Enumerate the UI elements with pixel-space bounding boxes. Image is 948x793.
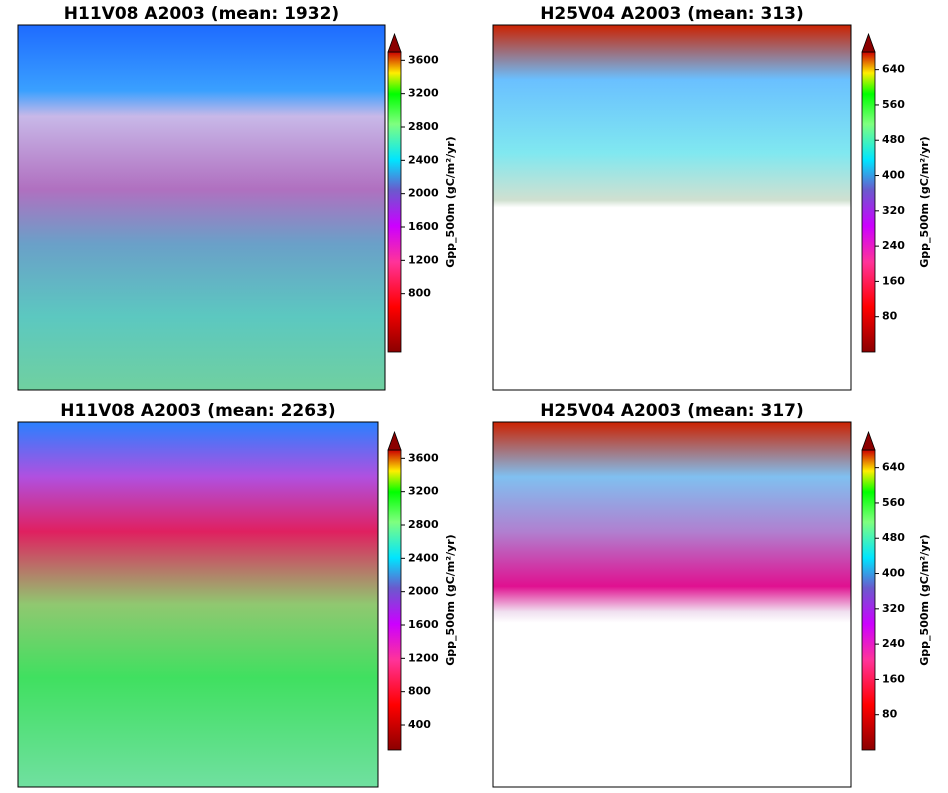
colorbar-label: Gpp_500m (gC/m²/yr) [918, 136, 931, 267]
colorbar-tick-label: 80 [882, 310, 898, 323]
colorbar-extend [862, 432, 875, 450]
colorbar [862, 450, 875, 750]
colorbar-tick-label: 3600 [408, 451, 439, 464]
colorbar-extend [388, 432, 401, 450]
colorbar-tick-label: 2800 [408, 518, 439, 531]
colorbar-tick-label: 400 [408, 718, 431, 731]
colorbar [388, 450, 401, 750]
colorbar-tick-label: 2400 [408, 153, 439, 166]
colorbar-tick-label: 560 [882, 98, 905, 111]
colorbar-tick-label: 3200 [408, 485, 439, 498]
colorbar-tick-label: 640 [882, 63, 905, 76]
colorbar-tick-label: 480 [882, 531, 905, 544]
colorbar-tick-label: 1600 [408, 220, 439, 233]
colorbar-label: Gpp_500m (gC/m²/yr) [918, 534, 931, 665]
colorbar-tick-label: 160 [882, 274, 905, 287]
panel-title: H11V08 A2003 (mean: 1932) [64, 4, 339, 24]
figure: H11V08 A2003 (mean: 1932) 800 1200 1600 2000… [0, 0, 948, 789]
colorbar-tick-label: 1200 [408, 253, 439, 266]
map-image [18, 25, 385, 390]
colorbar-tick-label: 240 [882, 239, 905, 252]
colorbar-tick-label: 80 [882, 708, 898, 721]
colorbar [862, 52, 875, 352]
colorbar-tick-label: 3200 [408, 87, 439, 100]
colorbar [388, 52, 401, 352]
colorbar-tick-label: 2800 [408, 120, 439, 133]
colorbar-extend [862, 34, 875, 52]
colorbar-tick-label: 800 [408, 685, 431, 698]
colorbar-tick-label: 320 [882, 602, 905, 615]
colorbar-tick-label: 560 [882, 496, 905, 509]
colorbar-tick-label: 400 [882, 169, 905, 182]
colorbar-tick-label: 1600 [408, 618, 439, 631]
colorbar-tick-label: 160 [882, 672, 905, 685]
panel-title: H11V08 A2003 (mean: 2263) [60, 401, 335, 421]
map-image [18, 422, 378, 787]
colorbar-tick-label: 2400 [408, 551, 439, 564]
colorbar-tick-label: 480 [882, 133, 905, 146]
colorbar-tick-label: 240 [882, 637, 905, 650]
colorbar-label: Gpp_500m (gC/m²/yr) [444, 534, 457, 665]
colorbar-extend [388, 34, 401, 52]
panel-title: H25V04 A2003 (mean: 317) [540, 401, 804, 421]
colorbar-tick-label: 640 [882, 461, 905, 474]
colorbar-tick-label: 2000 [408, 585, 439, 598]
colorbar-tick-label: 2000 [408, 187, 439, 200]
panel-title: H25V04 A2003 (mean: 313) [540, 4, 804, 24]
map-image [493, 422, 851, 787]
colorbar-tick-label: 800 [408, 287, 431, 300]
map-image [493, 25, 851, 390]
colorbar-tick-label: 320 [882, 204, 905, 217]
colorbar-tick-label: 1200 [408, 651, 439, 664]
colorbar-tick-label: 400 [882, 567, 905, 580]
colorbar-label: Gpp_500m (gC/m²/yr) [444, 136, 457, 267]
colorbar-tick-label: 3600 [408, 53, 439, 66]
